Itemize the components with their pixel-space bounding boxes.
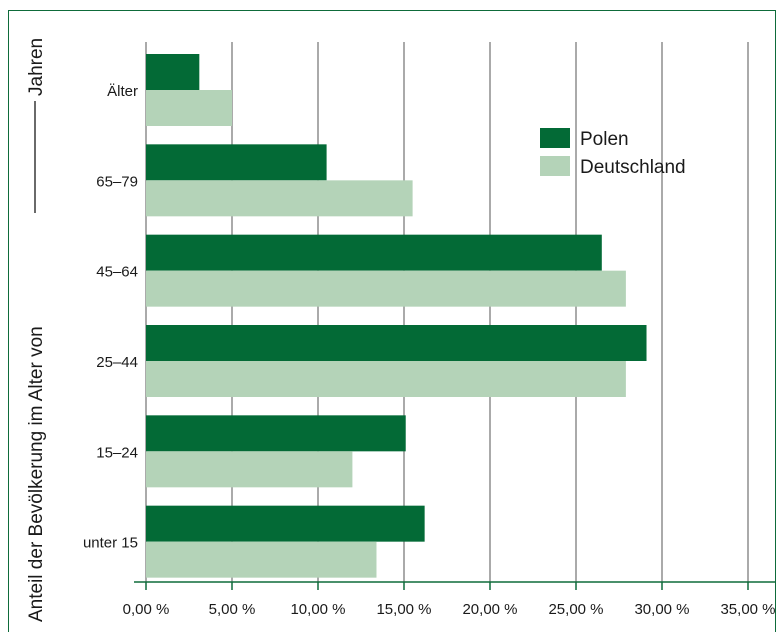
bar-polen (146, 54, 200, 90)
y-axis-label-suffix: Jahren (26, 38, 47, 96)
chart-frame (8, 10, 776, 632)
x-axis (134, 581, 776, 590)
bars (146, 54, 647, 578)
bar-polen (146, 144, 327, 181)
gridlines (145, 42, 749, 582)
legend: Polen Deutschland (540, 128, 686, 178)
bar-polen (146, 325, 647, 361)
bar-deutschland (146, 541, 377, 578)
bar-deutschland (146, 90, 232, 126)
x-tick-label: 20,00 % (462, 601, 517, 618)
bar-polen (146, 234, 602, 271)
x-tick-label: 30,00 % (634, 601, 689, 618)
x-tick-label: 15,00 % (376, 601, 431, 618)
bar-polen (146, 415, 406, 452)
x-tick-label: 5,00 % (209, 601, 256, 618)
bar-deutschland (146, 451, 353, 488)
category-label: 15–24 (96, 444, 138, 461)
bar-deutschland (146, 361, 626, 397)
bar-deutschland (146, 180, 413, 217)
legend-label: Polen (580, 129, 629, 150)
category-label: Älter (107, 83, 138, 100)
category-label: 45–64 (96, 264, 138, 281)
x-tick-label: 0,00 % (123, 601, 170, 618)
category-label: 25–44 (96, 354, 138, 371)
x-tick-labels: 0,00 % 5,00 % 10,00 % 15,00 % 20,00 % 25,00 %… (123, 601, 776, 618)
category-label: unter 15 (83, 535, 138, 552)
legend-swatch (540, 156, 570, 176)
x-tick-label: 35,00 % (720, 601, 775, 618)
category-labels: Älter 65–79 45–64 25–44 15–24 unter 15 (83, 83, 138, 552)
legend-swatch (540, 128, 570, 148)
y-axis-label: Anteil der Bevölkerung im Alter von Jahre… (26, 38, 47, 622)
x-tick-label: 10,00 % (290, 601, 345, 618)
bar-polen (146, 505, 425, 542)
legend-label: Deutschland (580, 157, 686, 178)
bar-deutschland (146, 270, 626, 307)
x-tick-label: 25,00 % (548, 601, 603, 618)
category-label: 65–79 (96, 173, 138, 190)
y-axis-label-main: Anteil der Bevölkerung im Alter von (26, 326, 47, 622)
